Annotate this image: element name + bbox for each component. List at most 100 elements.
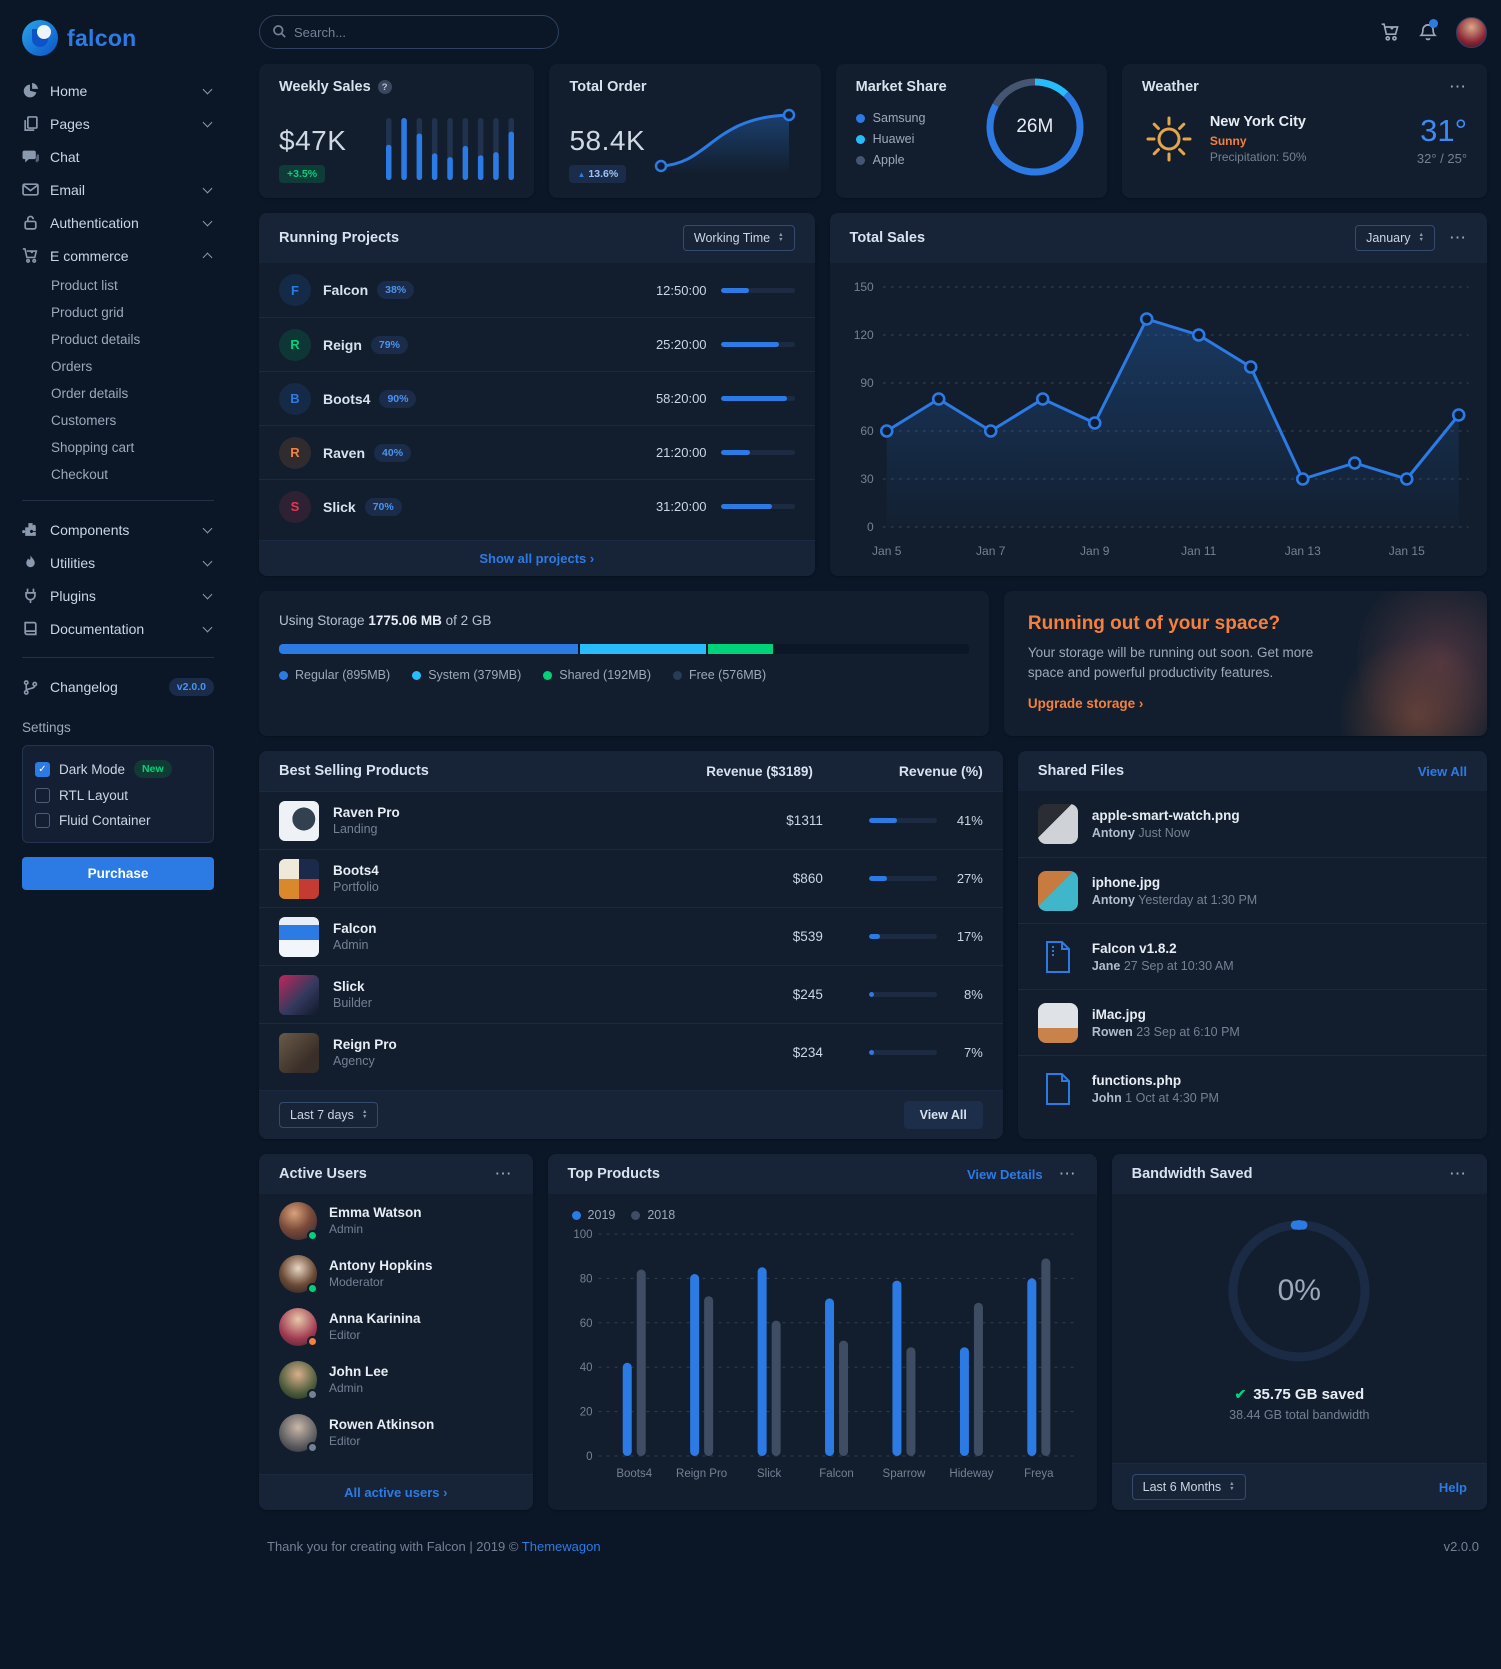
product-revenue: $860 [792,871,823,886]
sidebar-item-components[interactable]: Components [22,513,214,546]
top-products-legend: 2019 2018 [548,1194,1097,1224]
project-row-raven[interactable]: R Raven 40% 21:20:00 [259,425,815,479]
files-view-all-link[interactable]: View All [1417,763,1467,779]
user-row-anna-karinina[interactable]: Anna Karinina Editor [259,1300,533,1353]
project-name: Slick [323,498,356,515]
changelog-version-badge: v2.0.0 [168,678,214,696]
help-circle-icon[interactable]: ? [377,80,392,94]
file-row-imac-jpg[interactable]: iMac.jpg Rowen 23 Sep at 6:10 PM [1017,989,1487,1055]
sidebar-item-pages[interactable]: Pages [22,107,214,140]
product-row-raven-pro[interactable]: Raven Pro Landing $1311 41% [259,791,1003,849]
total-sales-menu-icon[interactable]: ⋯ [1449,228,1467,247]
best-selling-title: Best Selling Products [279,763,429,779]
setting-dark-mode[interactable]: ✓ Dark Mode New [35,760,201,778]
project-row-reign[interactable]: R Reign 79% 25:20:00 [259,317,815,371]
sidebar-subitem-product-grid[interactable]: Product grid [51,305,124,320]
sidebar-item-changelog[interactable]: Changelog v2.0.0 [22,670,214,704]
user-name: John Lee [329,1364,389,1379]
checkbox-icon[interactable] [35,813,50,828]
user-row-emma-watson[interactable]: Emma Watson Admin [259,1194,533,1247]
search-input[interactable] [259,15,559,49]
file-row-falcon-v1-8-2[interactable]: Falcon v1.8.2 Jane 27 Sep at 10:30 AM [1017,923,1487,989]
avatar [279,1254,318,1294]
project-row-slick[interactable]: S Slick 70% 31:20:00 [259,479,815,533]
last-7-days-select[interactable]: Last 7 days ▲ ▼ [279,1102,379,1128]
storage-label: Using Storage 1775.06 MB of 2 GB [279,613,492,628]
sidebar-subitem-checkout[interactable]: Checkout [51,467,109,482]
sidebar-subitem-order-details[interactable]: Order details [51,386,129,401]
brand[interactable]: falcon [22,14,214,74]
top-products-menu-icon[interactable]: ⋯ [1058,1164,1077,1183]
sidebar-item-chat[interactable]: Chat [22,140,214,173]
setting-fluid-container[interactable]: Fluid Container [35,813,201,828]
sidebar-subitem-orders[interactable]: Orders [51,359,93,374]
bandwidth-menu-icon[interactable]: ⋯ [1449,1164,1467,1183]
help-link[interactable]: Help [1438,1479,1467,1495]
legend-dot-icon [412,670,422,680]
sidebar-item-documentation[interactable]: Documentation [22,612,214,645]
sort-arrows-icon: ▲ ▼ [1418,232,1424,243]
svg-text:60: 60 [579,1318,592,1330]
svg-text:Jan 13: Jan 13 [1284,544,1320,558]
view-all-button[interactable]: View All [903,1101,983,1129]
product-row-boots4[interactable]: Boots4 Portfolio $860 27% [259,849,1003,907]
last-6-months-select[interactable]: Last 6 Months ▲ ▼ [1131,1474,1246,1500]
sidebar-item-home[interactable]: Home [22,74,214,107]
checkbox-checked-icon[interactable]: ✓ [35,761,50,777]
product-name: Falcon [333,921,377,936]
user-row-antony-hopkins[interactable]: Antony Hopkins Moderator [259,1247,533,1300]
user-row-rowen-atkinson[interactable]: Rowen Atkinson Editor [259,1406,533,1459]
weather-precipitation: Precipitation: 50% [1209,150,1307,164]
sidebar-item-email[interactable]: Email [22,173,214,206]
user-avatar[interactable] [1456,16,1487,48]
active-users-menu-icon[interactable]: ⋯ [494,1164,513,1183]
checkbox-icon[interactable] [35,788,50,803]
product-info: Raven Pro Landing [333,805,648,836]
product-row-slick[interactable]: Slick Builder $245 8% [259,965,1003,1023]
user-role: Moderator [329,1275,384,1289]
show-all-projects-link[interactable]: Show all projects › [479,551,595,566]
user-row-john-lee[interactable]: John Lee Admin [259,1353,533,1406]
weekly-sales-card: Weekly Sales ? $47K +3.5% [259,64,535,198]
sidebar-item-authentication[interactable]: Authentication [22,206,214,239]
view-details-link[interactable]: View Details [966,1166,1043,1182]
product-row-reign-pro[interactable]: Reign Pro Agency $234 7% [259,1023,1003,1081]
file-row-iphone-jpg[interactable]: iphone.jpg Antony Yesterday at 1:30 PM [1017,857,1487,923]
sidebar-subitem-product-details[interactable]: Product details [51,332,141,347]
all-active-users-link[interactable]: All active users › [344,1485,448,1500]
svg-text:30: 30 [860,472,874,486]
sidebar-subitem-shopping-cart[interactable]: Shopping cart [51,440,135,455]
product-row-falcon[interactable]: Falcon Admin $539 17% [259,907,1003,965]
sidebar-item-e-commerce[interactable]: E commerce [22,239,214,272]
weather-menu-icon[interactable]: ⋯ [1449,77,1468,96]
sidebar-item-utilities[interactable]: Utilities [22,546,214,579]
working-time-select[interactable]: Working Time ▲ ▼ [682,225,795,251]
purchase-button[interactable]: Purchase [22,857,214,890]
project-row-falcon[interactable]: F Falcon 38% 12:50:00 [259,263,815,317]
status-dot [307,1388,318,1400]
user-info: Antony Hopkins Moderator [329,1258,433,1289]
bandwidth-percent: 0% [1277,1274,1321,1307]
product-name: Boots4 [333,863,379,878]
settings-heading: Settings [22,720,71,735]
sidebar-item-label: Components [50,521,130,538]
file-row-functions-php[interactable]: functions.php John 1 Oct at 4:30 PM [1017,1055,1487,1121]
bell-icon[interactable] [1418,19,1438,42]
cart-icon [22,247,39,264]
cart-icon[interactable] [1380,22,1400,42]
legend-label: Apple [872,153,905,167]
sidebar-item-label: Documentation [50,620,145,637]
upgrade-storage-link[interactable]: Upgrade storage › [1027,695,1144,711]
file-row-apple-smart-watch-png[interactable]: apple-smart-watch.png Antony Just Now [1018,791,1487,857]
storage-card: Using Storage 1775.06 MB of 2 GB Regular… [259,591,989,736]
sidebar-item-plugins[interactable]: Plugins [22,579,214,612]
sidebar-subitem-product-list[interactable]: Product list [51,278,118,293]
setting-rtl-layout[interactable]: RTL Layout [35,788,201,803]
legend-item-2019: 2019 [571,1208,615,1222]
storage-segment-shared-192mb [708,644,773,654]
sidebar-divider [22,500,214,501]
project-row-boots4[interactable]: B Boots4 90% 58:20:00 [259,371,815,425]
themewagon-link[interactable]: Themewagon [521,1539,601,1554]
month-select[interactable]: January ▲ ▼ [1355,225,1435,251]
sidebar-subitem-customers[interactable]: Customers [51,413,117,428]
